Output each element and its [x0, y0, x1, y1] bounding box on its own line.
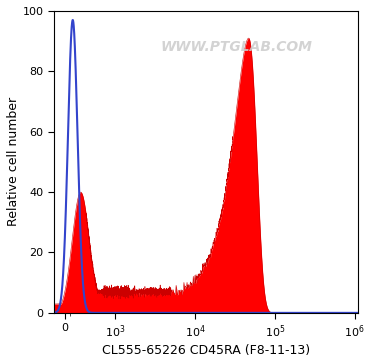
X-axis label: CL555-65226 CD45RA (F8-11-13): CL555-65226 CD45RA (F8-11-13)	[102, 344, 310, 357]
Text: WWW.PTGLAB.COM: WWW.PTGLAB.COM	[160, 40, 312, 54]
Y-axis label: Relative cell number: Relative cell number	[7, 97, 20, 226]
